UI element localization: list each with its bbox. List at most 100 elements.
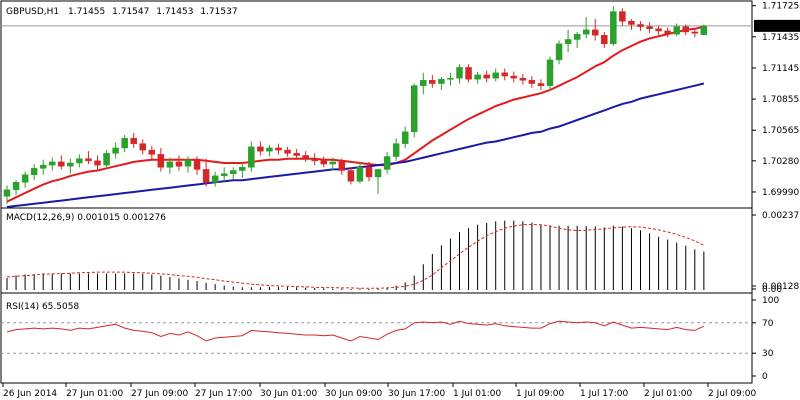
ohlc-high: 1.71547 [112,7,149,17]
candle-body [193,159,201,170]
candle-body [175,161,183,167]
candle-body [682,26,689,33]
candle-body [329,161,337,165]
plot-frame [0,0,753,384]
candle-body [374,169,382,178]
rsi-line [6,320,705,342]
candle-body [610,11,617,45]
candle-body [39,164,47,169]
candle-body [664,30,671,35]
candle-body [139,143,146,151]
candle-body [438,78,445,84]
candle-body [12,182,20,191]
candle-body [474,74,481,80]
candle-body [220,173,228,177]
candle-body [564,39,572,45]
price-tick-label: 1.71145 [762,64,799,74]
candle-body [58,161,65,167]
macd-tick-label: 0.00 [762,285,782,295]
candle-body [121,138,128,149]
price-tick-label: 1.69990 [762,188,799,198]
candle-body [383,156,391,170]
ohlc-open: 1.71455 [68,7,105,17]
candle-body [257,146,264,152]
candle-body [338,161,346,171]
candle-body [628,21,635,25]
candle-body [302,155,309,159]
candle-body [619,11,626,22]
candle-body [3,189,11,197]
candle-body [94,160,101,166]
price-panel: GBPUSD,H1 1.71455 1.71547 1.71453 1.7153… [0,0,800,384]
candle-body [601,34,608,45]
time-tick-label: 2 Jul 01:00 [644,389,693,399]
candle-body [592,29,599,36]
candle-body [555,43,563,61]
ohlc-close: 1.71537 [200,7,237,17]
candle-body [700,25,708,35]
price-tick-label: 1.70855 [762,95,799,105]
candle-body [501,72,508,77]
candle-body [492,72,499,79]
candle-body [148,149,156,155]
candle-body [573,33,581,40]
candle-body [646,26,653,30]
rsi-tick-label: 70 [762,319,774,329]
candle-body [528,80,536,84]
candle-body [21,174,29,183]
candle-body [691,31,699,34]
time-tick-label: 30 Jun 17:00 [388,389,445,399]
candle-body [157,154,165,168]
chart-header: GBPUSD,H1 1.71455 1.71547 1.71453 1.7153… [6,7,238,17]
time-tick-label: 27 Jun 01:00 [66,389,123,399]
candle-body [411,85,418,133]
price-tick-label: 1.70280 [762,157,799,167]
current-price-marker-bg [754,19,800,32]
candle-body [239,167,246,171]
candle-body [230,170,237,174]
time-tick-label: 1 Jul 09:00 [516,389,565,399]
candle-body [465,67,472,80]
candle-body [248,146,255,168]
price-tick-label: 1.71435 [762,33,799,43]
candle-body [166,161,174,168]
candle-body [401,131,409,144]
slow-moving-average-line [6,82,705,208]
rsi-tick-label: 30 [762,349,774,359]
candle-body [76,158,83,164]
candle-body [546,59,554,86]
time-tick-label: 2 Jul 09:00 [708,389,757,399]
ohlc-low: 1.71453 [156,7,193,17]
candle-body [275,147,282,151]
candle-body [30,168,38,176]
time-tick-label: 30 Jun 09:00 [325,389,382,399]
candle-body [85,158,92,162]
candle-body [673,26,680,35]
macd-header: MACD(12,26,9) 0.001015 0.001276 [6,213,166,223]
time-tick-label: 27 Jun 17:00 [195,389,252,399]
candle-body [456,67,463,79]
candle-body [420,80,427,86]
candle-body [320,160,327,165]
rsi-tick-label: 0 [762,372,768,382]
candle-body [637,24,644,27]
candle-body [311,158,318,162]
candle-body [537,83,545,86]
time-axis: 26 Jun 2014 27 Jun 01:00 27 Jun 09:00 27 Ju… [2,383,757,399]
candle-body [519,77,527,81]
macd-signal-line [6,223,705,289]
candle-body [483,74,490,79]
rsi-panel: RSI(14) 65.5058 100 70 30 0 [1,296,779,382]
candle-body [356,167,364,182]
price-tick-label: 1.70565 [762,126,799,136]
candle-body [392,143,400,157]
candle-body [284,149,291,154]
price-tick-label: 1.71725 [762,2,799,12]
candle-body [266,147,273,152]
time-tick-label: 30 Jun 01:00 [260,389,317,399]
candle-body [293,153,300,156]
candle-body [211,175,219,183]
macd-panel: MACD(12,26,9) 0.001015 0.001276 0.002377… [6,211,800,295]
candle-body [130,138,137,144]
